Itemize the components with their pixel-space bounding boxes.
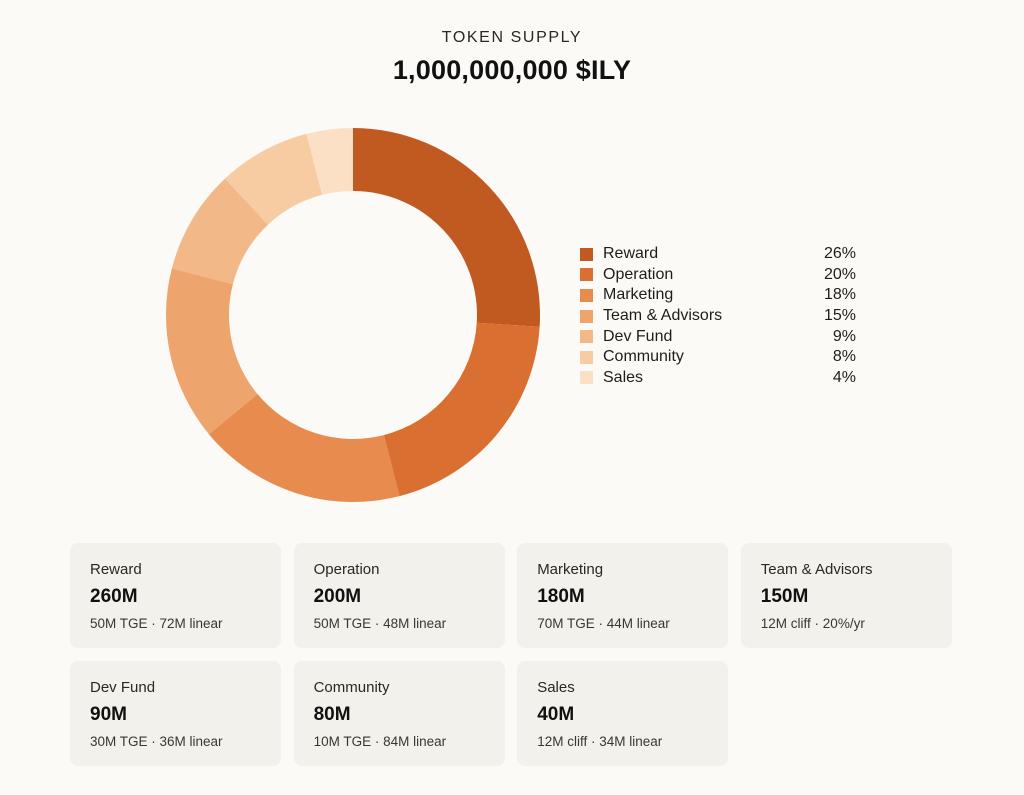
chart-legend: Reward 26% Operation 20% Marketing 18% Team & …: [580, 244, 860, 388]
legend-label: Operation: [603, 265, 674, 283]
legend-percent: 20%: [823, 265, 856, 283]
donut-slice-sales: [306, 128, 353, 195]
card-amount: 200M: [313, 586, 362, 607]
legend-label: Sales: [603, 368, 644, 386]
card-vesting-detail: 12M cliff · 20%/yr: [760, 616, 865, 631]
legend-label: Community: [603, 348, 684, 366]
donut-slice-reward: [353, 128, 540, 327]
legend-item-reward: Reward 26%: [580, 244, 860, 265]
allocation-card-community: Community 80M 10M TGE · 84M linear: [293, 661, 505, 766]
legend-percent: 4%: [832, 368, 856, 386]
card-amount: 260M: [90, 586, 138, 607]
card-vesting-detail: 50M TGE · 48M linear: [313, 616, 447, 631]
donut-slice-team-advisors: [166, 268, 258, 435]
card-vesting-detail: 10M TGE · 84M linear: [313, 734, 447, 749]
section-eyebrow: TOKEN SUPPLY: [441, 29, 583, 46]
legend-label: Team & Advisors: [603, 307, 723, 325]
legend-percent: 15%: [823, 307, 856, 325]
donut-slice-marketing: [208, 394, 400, 502]
legend-item-community: Community 8%: [580, 347, 860, 368]
card-name: Sales: [537, 679, 575, 696]
card-name: Community: [313, 679, 390, 696]
card-name: Operation: [313, 561, 380, 578]
legend-label: Marketing: [603, 286, 674, 304]
legend-swatch: [580, 288, 593, 302]
legend-swatch: [580, 350, 593, 364]
legend-item-team-advisors: Team & Advisors 15%: [580, 306, 860, 327]
donut-slice-community: [224, 133, 323, 225]
legend-label: Reward: [603, 245, 659, 263]
allocation-cards: Reward 260M 50M TGE · 72M linear Operation 2…: [70, 543, 952, 766]
card-vesting-detail: 70M TGE · 44M linear: [537, 616, 670, 631]
legend-item-marketing: Marketing 18%: [580, 285, 860, 306]
card-name: Team & Advisors: [760, 561, 873, 578]
legend-label: Dev Fund: [603, 327, 673, 345]
legend-swatch: [580, 268, 593, 282]
legend-percent: 8%: [832, 348, 856, 366]
card-name: Reward: [90, 561, 142, 578]
card-vesting-detail: 50M TGE · 72M linear: [90, 616, 223, 631]
card-name: Marketing: [537, 561, 604, 578]
legend-percent: 18%: [823, 286, 856, 304]
allocation-card-operation: Operation 200M 50M TGE · 48M linear: [293, 543, 505, 648]
total-supply-title: 1,000,000,000 $ILY: [392, 55, 632, 85]
card-vesting-detail: 30M TGE · 36M linear: [90, 734, 223, 749]
legend-percent: 26%: [823, 245, 856, 263]
donut-slice-operation: [383, 322, 540, 497]
legend-swatch: [580, 371, 593, 385]
card-amount: 80M: [313, 704, 351, 725]
card-vesting-detail: 12M cliff · 34M linear: [537, 734, 663, 749]
legend-swatch: [580, 330, 593, 344]
legend-swatch: [580, 247, 593, 261]
allocation-card-reward: Reward 260M 50M TGE · 72M linear: [70, 543, 281, 648]
allocation-card-sales: Sales 40M 12M cliff · 34M linear: [517, 661, 729, 766]
card-amount: 90M: [90, 704, 127, 725]
legend-item-dev-fund: Dev Fund 9%: [580, 326, 860, 347]
allocation-card-team-advisors: Team & Advisors 150M 12M cliff · 20%/yr: [740, 543, 952, 648]
allocation-card-marketing: Marketing 180M 70M TGE · 44M linear: [517, 543, 729, 648]
legend-percent: 9%: [832, 327, 856, 345]
donut-svg: [166, 128, 540, 502]
legend-item-operation: Operation 20%: [580, 265, 860, 286]
allocation-donut-chart: [165, 127, 541, 503]
legend-swatch: [580, 309, 593, 323]
card-amount: 180M: [537, 586, 585, 607]
header: TOKEN SUPPLY 1,000,000,000 $ILY: [0, 22, 1024, 86]
donut-slice-dev-fund: [171, 178, 269, 285]
card-name: Dev Fund: [90, 679, 156, 696]
card-amount: 40M: [537, 704, 575, 725]
allocation-card-dev-fund: Dev Fund 90M 30M TGE · 36M linear: [70, 661, 281, 766]
legend-item-sales: Sales 4%: [580, 368, 860, 389]
card-amount: 150M: [760, 586, 809, 607]
